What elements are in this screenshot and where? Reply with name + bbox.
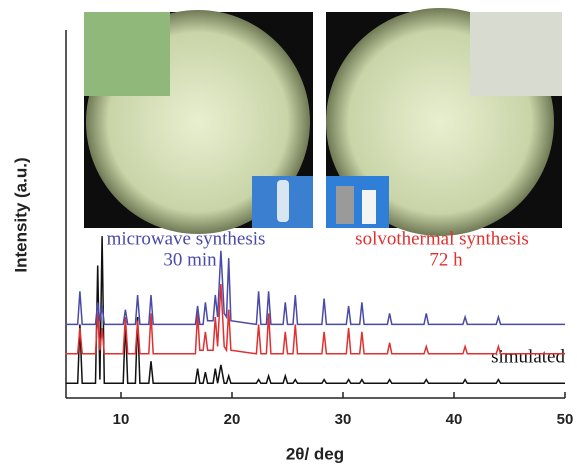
annotation: 30 min [163, 249, 217, 270]
x-tick-label: 20 [224, 411, 241, 428]
x-tick-label: 40 [446, 411, 463, 428]
x-axis-label: 2θ/ deg [286, 444, 344, 463]
series-line [66, 284, 566, 354]
annotation: 72 h [429, 249, 463, 270]
x-tick-label: 30 [335, 411, 352, 428]
photo-solvothermal [326, 8, 562, 236]
photo-microwave [84, 10, 313, 234]
annotation: microwave synthesis [107, 228, 266, 249]
chart: 2θ/ deg Intensity (a.u.) microwave synth… [0, 0, 577, 471]
x-tick-label: 10 [113, 411, 130, 428]
annotation: solvothermal synthesis [355, 228, 529, 249]
series-line [66, 236, 566, 383]
y-axis-label: Intensity (a.u.) [11, 157, 30, 272]
annotation: simulated [491, 346, 565, 367]
x-tick-label: 50 [557, 411, 574, 428]
series-line [66, 251, 566, 325]
